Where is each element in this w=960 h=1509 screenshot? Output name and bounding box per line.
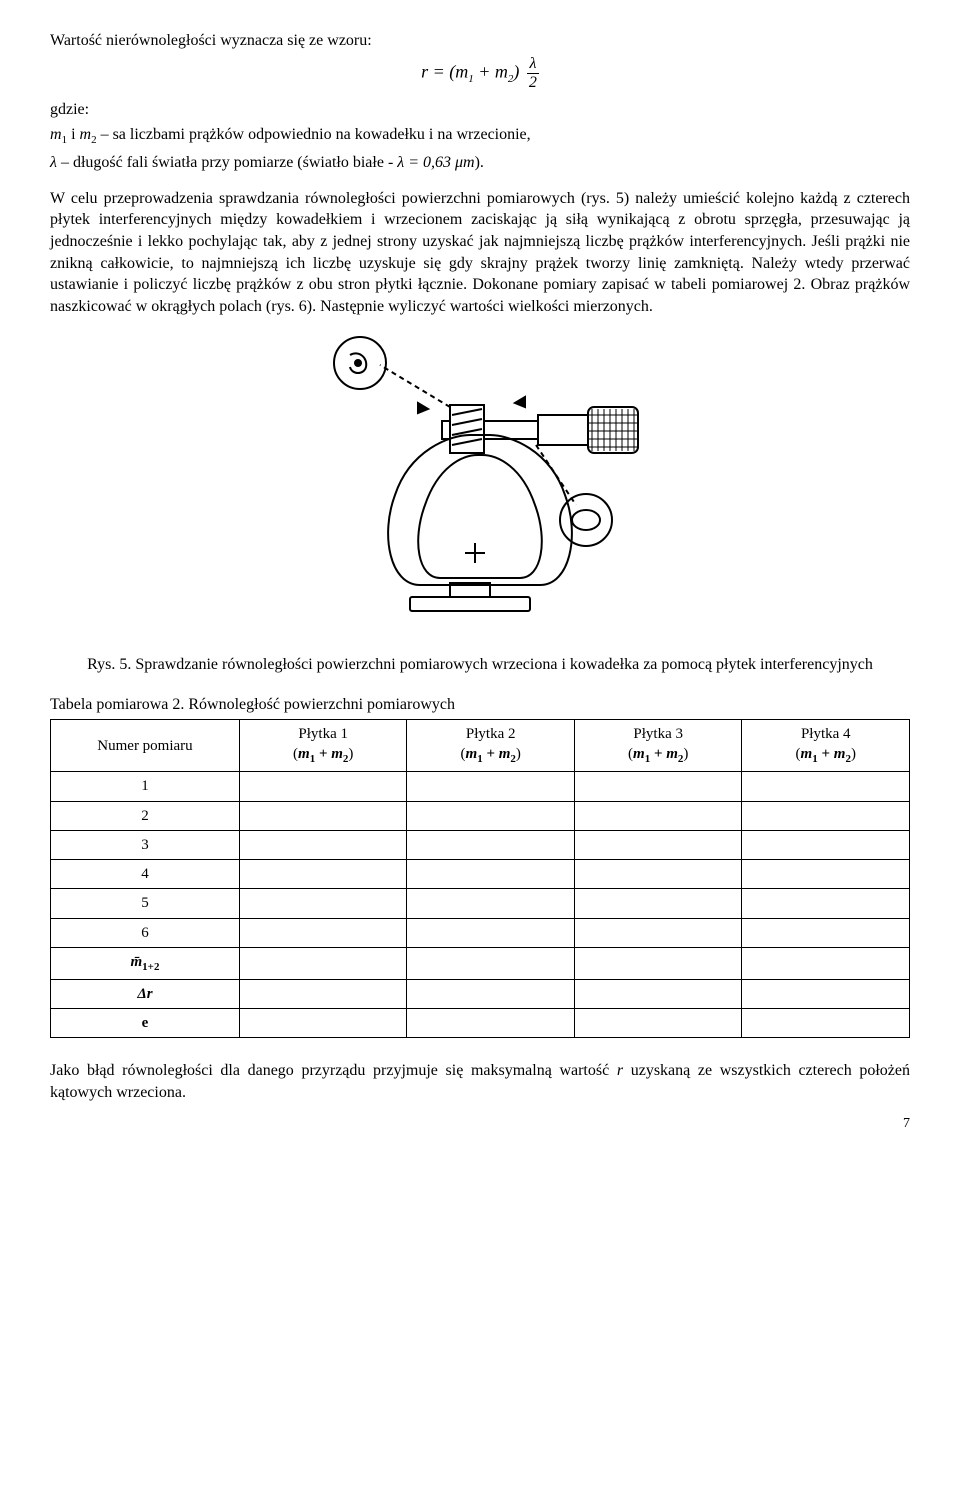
main-paragraph: W celu przeprowadzenia sprawdzania równo… — [50, 188, 910, 318]
plate-num-3: 3 — [676, 726, 684, 742]
formula-r: r = (m1 + m2) λ2 — [50, 56, 910, 91]
plate-sub-close-2: ) — [516, 746, 521, 762]
formula-m2: m — [495, 61, 508, 81]
plate-plus-2: + — [483, 746, 499, 762]
plate-num-4: 4 — [843, 726, 851, 742]
row-4-num: 4 — [51, 860, 240, 889]
row-e-sym: e — [142, 1015, 149, 1031]
plate-m2-3: m — [666, 746, 678, 762]
col-plytka-4: Płytka 4 (m1 + m2) — [742, 720, 910, 772]
plate-sub-close-1: ) — [348, 746, 353, 762]
plate-num-1: 1 — [341, 726, 349, 742]
def-m1m2-rest: – sa liczbami prążków odpowiednio na kow… — [97, 126, 531, 143]
table-row-mbar: m̄1+2 — [51, 947, 910, 979]
col-plytka-2: Płytka 2 (m1 + m2) — [407, 720, 575, 772]
plate-label-1: Płytka — [298, 726, 336, 742]
col-plytka-3: Płytka 3 (m1 + m2) — [574, 720, 742, 772]
def-lambda-sym: λ — [50, 154, 57, 171]
row-2-num: 2 — [51, 801, 240, 830]
plate-m2-1: m — [331, 746, 343, 762]
table-row: 6 — [51, 918, 910, 947]
plate-label-2: Płytka — [466, 726, 504, 742]
row-mbar-sub: 1+2 — [142, 961, 159, 973]
col-plytka-1: Płytka 1 (m1 + m2) — [239, 720, 407, 772]
row-3-num: 3 — [51, 830, 240, 859]
table-row: 4 — [51, 860, 910, 889]
formula-close: ) — [513, 61, 524, 81]
formula-m1: m — [455, 61, 468, 81]
def-m1m2: m1 i m2 – sa liczbami prążków odpowiedni… — [50, 124, 910, 148]
row-1-num: 1 — [51, 772, 240, 801]
plate-m1-1: m — [298, 746, 310, 762]
formula-plus: + — [474, 61, 495, 81]
formula-frac-num: λ — [527, 56, 539, 74]
def-lambda: λ – długość fali światła przy pomiarze (… — [50, 152, 910, 174]
micrometer-diagram-icon — [300, 335, 660, 635]
table-row: 3 — [51, 830, 910, 859]
closing-paragraph: Jako błąd równoległości dla danego przyr… — [50, 1060, 910, 1103]
def-m1: m — [50, 126, 62, 143]
plate-label-4: Płytka — [801, 726, 839, 742]
table-2-title: Tabela pomiarowa 2. Równoległość powierz… — [50, 694, 910, 716]
row-mbar-sym: m̄ — [131, 954, 143, 970]
closing-pre: Jako błąd równoległości dla danego przyr… — [50, 1062, 617, 1079]
formula-eq: = ( — [428, 61, 455, 81]
row-mbar-label: m̄1+2 — [51, 947, 240, 979]
col-numer-pomiaru: Numer pomiaru — [51, 720, 240, 772]
table-row: 2 — [51, 801, 910, 830]
plate-m1-4: m — [801, 746, 813, 762]
formula-frac-den: 2 — [527, 74, 539, 91]
formula-frac: λ2 — [527, 56, 539, 91]
table-2: Numer pomiaru Płytka 1 (m1 + m2) Płytka … — [50, 719, 910, 1038]
row-deltar-sym: Δr — [137, 986, 152, 1002]
plate-m2-4: m — [834, 746, 846, 762]
page-number: 7 — [50, 1115, 910, 1134]
intro-sentence: Wartość nierównoległości wyznacza się ze… — [50, 30, 910, 52]
figure-5 — [50, 335, 910, 642]
plate-plus-1: + — [315, 746, 331, 762]
row-deltar-label: Δr — [51, 979, 240, 1008]
plate-sub-close-4: ) — [851, 746, 856, 762]
def-m2: m — [80, 126, 92, 143]
gdzie-label: gdzie: — [50, 99, 910, 121]
plate-m1-3: m — [633, 746, 645, 762]
figure-5-caption: Rys. 5. Sprawdzanie równoległości powier… — [50, 654, 910, 676]
row-e-label: e — [51, 1008, 240, 1037]
def-i: i — [67, 126, 79, 143]
plate-m2-2: m — [499, 746, 511, 762]
table-row-e: e — [51, 1008, 910, 1037]
def-lambda-text-3: ). — [475, 154, 484, 171]
plate-plus-4: + — [818, 746, 834, 762]
plate-plus-3: + — [650, 746, 666, 762]
plate-num-2: 2 — [508, 726, 516, 742]
table-row: 1 — [51, 772, 910, 801]
plate-sub-close-3: ) — [683, 746, 688, 762]
plate-m1-2: m — [466, 746, 478, 762]
def-lambda-text-1: – długość fali światła przy pomiarze (św… — [57, 154, 397, 171]
table-row: 5 — [51, 889, 910, 918]
plate-label-3: Płytka — [633, 726, 671, 742]
row-5-num: 5 — [51, 889, 240, 918]
table-row-deltar: Δr — [51, 979, 910, 1008]
def-lambda-val: λ = 0,63 μm — [397, 154, 474, 171]
row-6-num: 6 — [51, 918, 240, 947]
